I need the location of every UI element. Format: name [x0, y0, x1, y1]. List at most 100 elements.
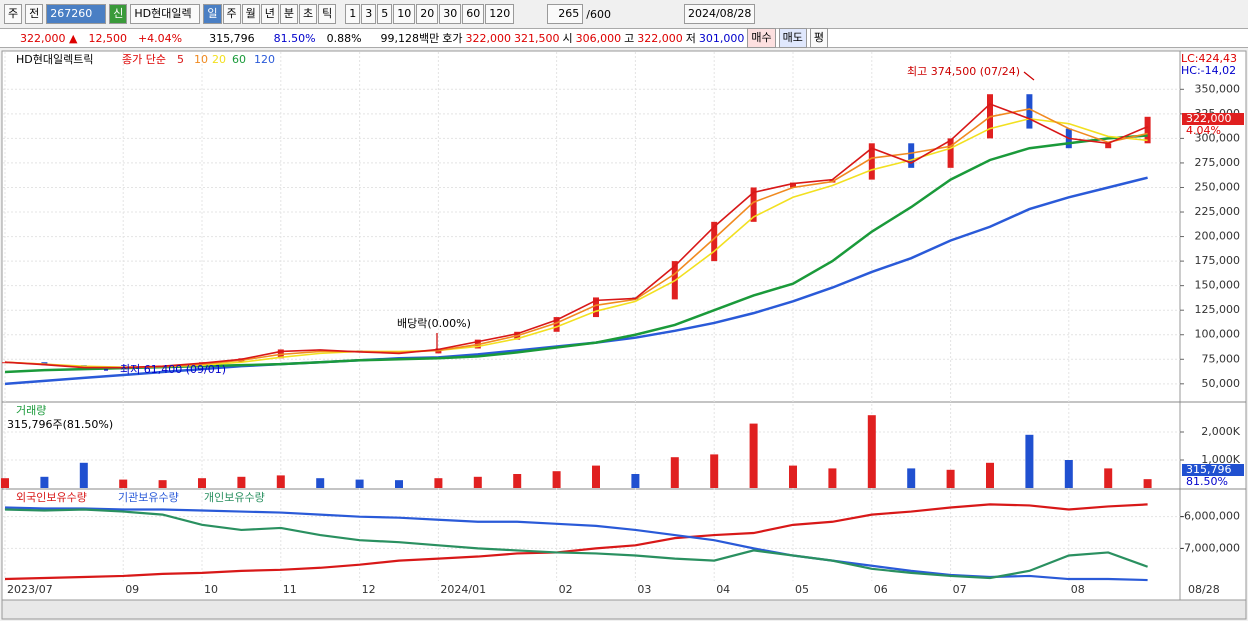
- y-tick-label: 200,000: [1195, 230, 1241, 243]
- volume-bar: [946, 469, 955, 488]
- label: 호가: [442, 32, 463, 45]
- ask: 322,000: [465, 31, 512, 45]
- volume-bar: [79, 462, 88, 488]
- annotation: 최저 61,400 (09/01): [120, 363, 226, 376]
- candle: [1105, 143, 1112, 149]
- period-button[interactable]: 년: [260, 4, 279, 24]
- legend-name: HD현대일렉트릭: [16, 52, 93, 66]
- interval-button[interactable]: 120: [485, 4, 515, 24]
- candle: [868, 143, 875, 180]
- legend-entry: 개인보유수량: [204, 491, 265, 504]
- volume: 315,796: [209, 31, 255, 45]
- candle: [750, 187, 757, 222]
- candle: [908, 143, 915, 168]
- x-tick-label: 2024/01: [440, 583, 486, 596]
- period-button[interactable]: 초: [299, 4, 318, 24]
- volume-bar: [710, 454, 719, 488]
- volume-bar: [592, 465, 600, 488]
- x-tick-label: 07: [953, 583, 967, 596]
- period-button[interactable]: 분: [279, 4, 298, 24]
- avg-button[interactable]: 평: [809, 28, 829, 48]
- x-tick-label: 08/28: [1188, 583, 1220, 596]
- period-button[interactable]: 틱: [318, 4, 337, 24]
- volume-bar: [828, 468, 837, 488]
- x-tick-label: 02: [559, 583, 573, 596]
- x-tick-label: 11: [283, 583, 297, 596]
- y-tick-label: 100,000: [1195, 328, 1241, 341]
- y-tick-label: 225,000: [1195, 205, 1241, 218]
- volume-bar: [867, 415, 876, 488]
- intervals: 1 3 5 10 20 30 60 120: [345, 4, 515, 24]
- bid: 321,500: [514, 31, 560, 45]
- interval-button[interactable]: 30: [439, 4, 462, 24]
- amount: 99,128백만: [380, 32, 440, 45]
- current-ratio: 81.50%: [1186, 475, 1228, 488]
- buy-button[interactable]: 매수: [747, 28, 776, 48]
- total: /600: [586, 7, 611, 21]
- y-tick-label: -6,000,000: [1180, 510, 1240, 523]
- volume-bar: [986, 462, 994, 488]
- candle: [553, 317, 560, 332]
- y-tick-label: 175,000: [1195, 254, 1241, 267]
- interval-button[interactable]: 3: [361, 4, 377, 24]
- sell-button[interactable]: 매도: [778, 28, 807, 48]
- hc-label: HC:-14,02: [1181, 64, 1236, 77]
- change: 12,500: [88, 31, 127, 45]
- count[interactable]: 265: [547, 4, 584, 24]
- line: [4, 117, 1148, 368]
- volume-bar: [513, 474, 522, 488]
- legend-label: 종가 단순: [122, 53, 166, 66]
- volume-bar: [473, 476, 482, 488]
- y-tick-label: -7,000,000: [1180, 541, 1240, 554]
- chart: 50,000 75,000 100,000 125,000 150,000 175,000…: [1, 50, 1247, 620]
- code-input[interactable]: 267260: [46, 4, 107, 24]
- x-tick-label: 05: [795, 583, 809, 596]
- volume-bar: [434, 478, 443, 488]
- x-tick-label: 09: [125, 583, 139, 596]
- period-button[interactable]: 월: [241, 4, 260, 24]
- legend-entry: 10: [194, 53, 208, 66]
- volume-bar: [237, 476, 246, 488]
- volume-bar: [789, 465, 797, 488]
- y-tick-label: 275,000: [1195, 156, 1241, 169]
- menu[interactable]: 주: [4, 4, 23, 24]
- turnover: 0.88%: [326, 31, 362, 45]
- y-tick-label: 2,000K: [1201, 425, 1240, 438]
- badge: 신: [109, 4, 128, 24]
- volume-bar: [276, 475, 285, 488]
- change-pct: +4.04%: [137, 31, 183, 45]
- volume-bar: [1025, 434, 1034, 488]
- volume-bar: [198, 478, 206, 488]
- scrollbar[interactable]: [1, 599, 1247, 620]
- period-button[interactable]: 일: [203, 4, 222, 24]
- volume-bar: [670, 457, 679, 488]
- line: [4, 503, 1148, 581]
- legend-entry: 외국인보유수량: [16, 491, 87, 504]
- x-tick-label: 12: [362, 583, 376, 596]
- label: 고: [624, 32, 635, 45]
- y-tick-label: 250,000: [1195, 180, 1241, 193]
- y-tick-label: 1,000K: [1201, 453, 1240, 466]
- price: 322,000 ▲: [20, 31, 78, 45]
- line: [4, 134, 1148, 374]
- volume-bar: [749, 423, 758, 488]
- interval-button[interactable]: 5: [377, 4, 393, 24]
- x-tick-label: 10: [204, 583, 218, 596]
- interval-button[interactable]: 60: [462, 4, 485, 24]
- interval-button[interactable]: 20: [416, 4, 439, 24]
- open: 306,000: [575, 31, 622, 45]
- interval-button[interactable]: 10: [393, 4, 416, 24]
- axis-bg: [1179, 50, 1247, 601]
- y-tick-label: 75,000: [1202, 352, 1241, 365]
- line: [4, 108, 1148, 369]
- volume-bar: [119, 479, 128, 488]
- lc-label: LC:424,43: [1181, 52, 1237, 65]
- period-button[interactable]: 주: [222, 4, 241, 24]
- plot-bg: [1, 50, 1181, 601]
- menu[interactable]: 전: [25, 4, 44, 24]
- date[interactable]: 2024/08/28: [683, 4, 756, 24]
- interval-button[interactable]: 1: [345, 4, 361, 24]
- low: 301,000: [698, 31, 745, 45]
